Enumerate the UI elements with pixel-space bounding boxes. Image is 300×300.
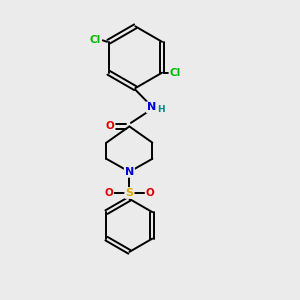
Text: O: O bbox=[106, 122, 115, 131]
Text: Cl: Cl bbox=[170, 68, 181, 78]
Text: O: O bbox=[104, 188, 113, 198]
Text: Cl: Cl bbox=[90, 35, 101, 45]
Text: N: N bbox=[125, 167, 134, 177]
Text: H: H bbox=[157, 105, 165, 114]
Text: O: O bbox=[146, 188, 154, 198]
Text: N: N bbox=[147, 102, 156, 112]
Text: S: S bbox=[125, 188, 134, 198]
